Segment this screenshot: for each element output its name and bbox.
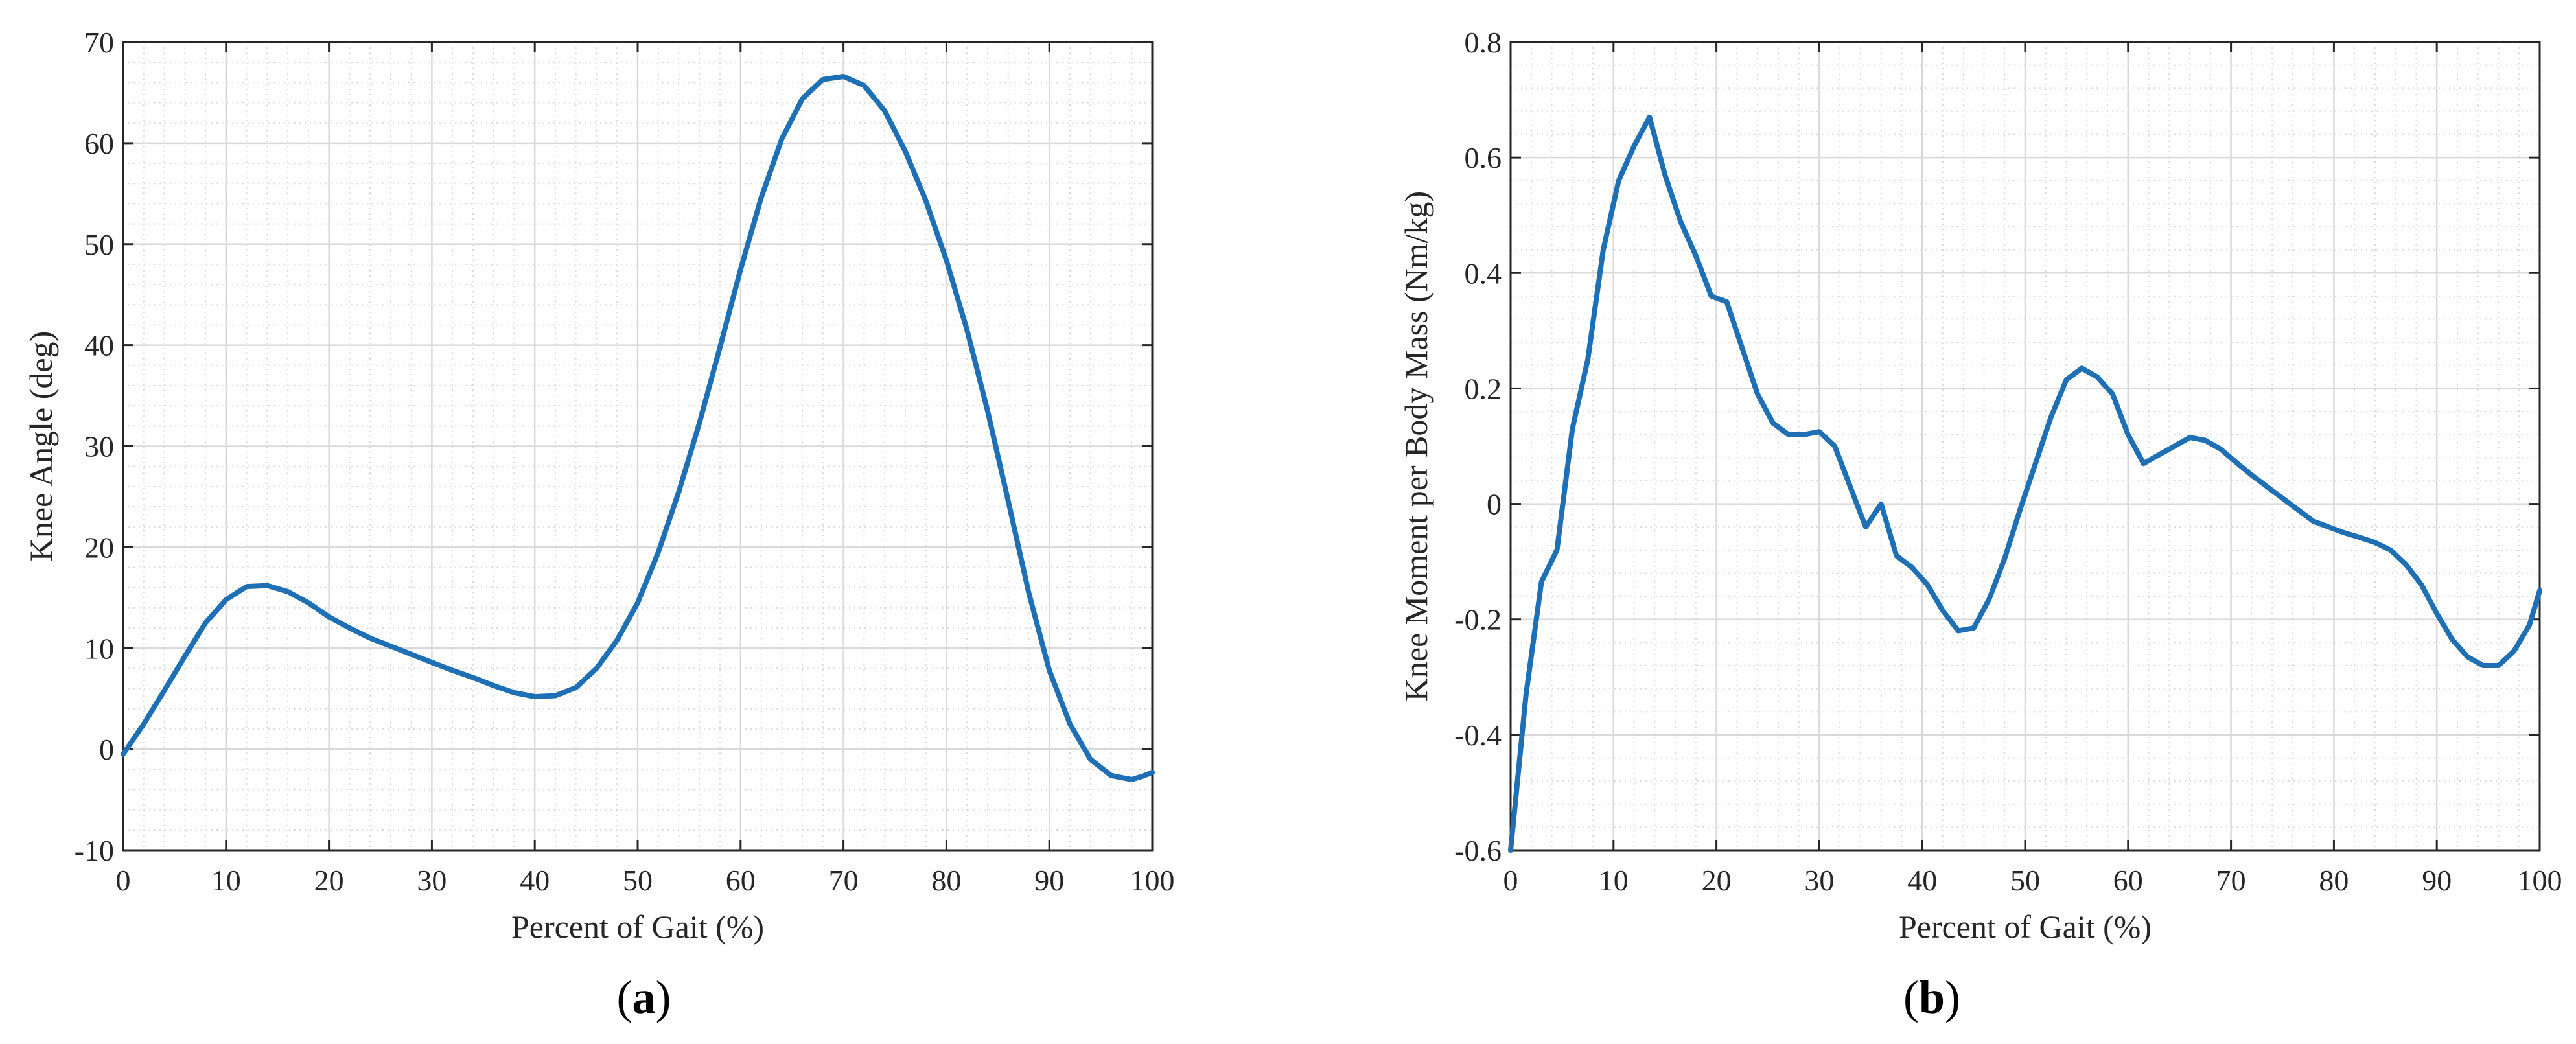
x-tick-label: 50 — [623, 864, 653, 897]
y-tick-label: -0.4 — [1454, 719, 1502, 752]
y-tick-label: -10 — [75, 834, 114, 867]
y-tick-label: 50 — [84, 228, 114, 261]
y-tick-label: 0 — [1487, 488, 1502, 521]
x-tick-label: 30 — [1804, 864, 1834, 897]
data-line — [121, 74, 1155, 782]
x-tick-label: 100 — [2518, 864, 2562, 897]
y-axis-label: Knee Moment per Body Mass (Nm/kg) — [1398, 191, 1434, 701]
panel-a-label: a — [632, 971, 656, 1023]
panel-a: 0 10 20 30 40 50 60 70 80 90 100 -10 0 10 20 30 40 50 60 70… — [23, 26, 1175, 1023]
x-tick-label: 90 — [1034, 864, 1064, 897]
x-tick-label: 90 — [2422, 864, 2452, 897]
y-tick-label: 70 — [84, 26, 114, 59]
panel-b-caption: (b) — [1903, 971, 1960, 1023]
data-line — [1508, 114, 2542, 853]
x-tick-label: 60 — [726, 864, 756, 897]
y-axis-label: Knee Angle (deg) — [23, 331, 59, 561]
y-tick-label: -0.6 — [1454, 834, 1502, 867]
x-tick-label: 0 — [116, 864, 131, 897]
x-tick-label: 40 — [520, 864, 550, 897]
x-tick-label: 70 — [829, 864, 859, 897]
y-tick-label: 10 — [84, 632, 114, 665]
y-tick-label: 0 — [99, 733, 114, 766]
x-tick-label: 60 — [2113, 864, 2143, 897]
x-tick-label: 100 — [1130, 864, 1175, 897]
x-tick-label: 0 — [1503, 864, 1518, 897]
panel-a-caption: (a) — [616, 971, 671, 1023]
knee-moment-chart: 0 10 20 30 40 50 60 70 80 90 100 -0.6 -0.4 -0.2 0 0.2 0.… — [1398, 26, 2562, 945]
y-tick-label: 0.6 — [1465, 141, 1502, 174]
x-tick-label: 30 — [417, 864, 447, 897]
y-tick-label: 0.4 — [1465, 257, 1502, 290]
x-tick-label: 70 — [2216, 864, 2246, 897]
x-axis-label: Percent of Gait (%) — [1899, 909, 2152, 945]
x-tick-label: 80 — [931, 864, 961, 897]
x-tick-label: 80 — [2319, 864, 2349, 897]
x-tick-label: 20 — [1702, 864, 1732, 897]
x-axis-label: Percent of Gait (%) — [511, 909, 764, 945]
y-tick-label: -0.2 — [1454, 603, 1502, 636]
knee-angle-chart: 0 10 20 30 40 50 60 70 80 90 100-10010203040506070… — [23, 26, 1175, 945]
x-tick-label: 10 — [211, 864, 241, 897]
x-tick-label: 20 — [314, 864, 344, 897]
x-tick-label: 40 — [1907, 864, 1937, 897]
y-tick-label: 0.2 — [1465, 372, 1502, 405]
y-tick-label: 30 — [84, 430, 114, 463]
panel-b-label: b — [1918, 971, 1945, 1023]
y-tick-label: 20 — [84, 531, 114, 564]
panel-b: 0 10 20 30 40 50 60 70 80 90 100 -0.6 -0.4 -0.2 0 0.2 0.… — [1288, 0, 2576, 1044]
y-tick-label: 40 — [84, 329, 114, 362]
y-tick-label: 0.8 — [1465, 26, 1502, 59]
x-tick-label: 50 — [2010, 864, 2040, 897]
ticks: 0 10 20 30 40 50 60 70 80 90 100 -0.6 -0.4 -0.2 0 0.2 0.… — [1454, 26, 2562, 897]
y-tick-label: 60 — [84, 127, 114, 160]
grid — [1509, 41, 2541, 852]
x-tick-label: 10 — [1599, 864, 1629, 897]
